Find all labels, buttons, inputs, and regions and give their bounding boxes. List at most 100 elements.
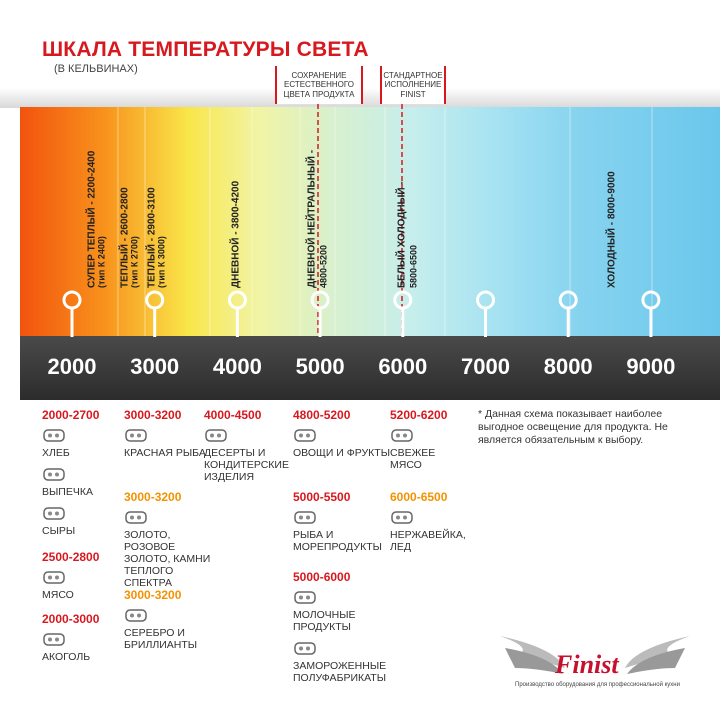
marker-line-text: ИСПОЛНЕНИЕ [384, 80, 442, 90]
product-item: СВЕЖЕЕ МЯСО [390, 426, 470, 471]
product-label: МЯСО [42, 589, 74, 601]
band-label: (тип К 2700) [129, 236, 139, 288]
product-label: ОВОЩИ И ФРУКТЫ [293, 447, 391, 459]
range-heading: 4800-5200 [293, 408, 351, 422]
band-label: 5800-6500 [408, 245, 418, 288]
product-label: ЗАМОРОЖЕННЫЕ ПОЛУФАБРИКАТЫ [293, 660, 387, 684]
icon [294, 511, 316, 524]
band-label: (тип К 3000) [156, 236, 166, 288]
spectrum [20, 107, 720, 337]
marker-box: СТАНДАРТНОЕ ИСПОЛНЕНИЕ FINIST [380, 66, 446, 104]
product-label: ДЕСЕРТЫ И КОНДИТЕРСКИЕ ИЗДЕЛИЯ [204, 447, 289, 483]
scale-ring [310, 290, 330, 310]
band-label: ХОЛОДНЫЙ - 8000-9000 [605, 171, 618, 288]
scale-label: 8000 [544, 354, 593, 379]
band-label: ТЕПЛЫЙ - 2900-3100 [145, 187, 158, 288]
icon [43, 429, 65, 442]
band-dividers [117, 107, 653, 337]
icon [391, 511, 413, 524]
scale-label: 2000 [48, 354, 97, 379]
product-group: 5000-5500 РЫБА И МОРЕПРОДУКТЫ [293, 490, 393, 559]
product-group: 4800-5200 ОВОЩИ И ФРУКТЫ [293, 408, 393, 465]
scale-ring [558, 290, 578, 310]
product-group: 3000-3200 СЕРЕБРО И БРИЛЛИАНТЫ [124, 588, 224, 657]
title: ШКАЛА ТЕМПЕРАТУРЫ СВЕТА [42, 38, 369, 61]
product-group: 2000-3000 АКОГОЛЬ [42, 612, 122, 669]
icon [43, 571, 65, 584]
icon [294, 591, 316, 604]
range-heading: 6000-6500 [390, 490, 448, 504]
scale-bar [20, 336, 720, 400]
scale-label: 5000 [296, 354, 345, 379]
product-label: СЫРЫ [42, 525, 76, 537]
product-group: 2500-2800 МЯСО [42, 550, 122, 607]
scale-label: 9000 [626, 354, 675, 379]
icon [125, 609, 147, 622]
product-group: 5200-6200 СВЕЖЕЕ МЯСО [390, 408, 470, 477]
product-group: 4000-4500 ДЕСЕРТЫ И КОНДИТЕРСКИЕ ИЗДЕЛИЯ [204, 408, 289, 489]
icon [43, 507, 65, 520]
product-label: АКОГОЛЬ [42, 651, 91, 663]
range-heading: 2000-2700 [42, 408, 100, 422]
marker-line-text: СТАНДАРТНОЕ [383, 70, 443, 80]
product-item: МОЛОЧНЫЕ ПРОДУКТЫ [293, 588, 393, 633]
scale-ring [145, 290, 165, 310]
scale-ring [641, 290, 661, 310]
icon [125, 511, 147, 524]
range-heading: 3000-3200 [124, 490, 182, 504]
band-label: 4800-5200 [318, 245, 328, 288]
product-group: 3000-3200 КРАСНАЯ РЫБА [124, 408, 224, 465]
product-label: КРАСНАЯ РЫБА [124, 447, 206, 459]
scale-label: 4000 [213, 354, 262, 379]
marker-line-text: СОХРАНЕНИЕ [291, 70, 347, 80]
product-item: АКОГОЛЬ [42, 630, 122, 663]
marker-line-text: ЕСТЕСТВЕННОГО [283, 80, 355, 90]
logo-wings [500, 636, 690, 674]
product-item: СЕРЕБРО И БРИЛЛИАНТЫ [124, 606, 224, 651]
scale-ring [62, 290, 82, 310]
icon [43, 468, 65, 481]
icon [294, 429, 316, 442]
product-label: СЕРЕБРО И БРИЛЛИАНТЫ [124, 627, 198, 651]
range-heading: 2000-3000 [42, 612, 100, 626]
product-label: ХЛЕБ [42, 447, 70, 459]
marker-box: СОХРАНЕНИЕ ЕСТЕСТВЕННОГО ЦВЕТА ПРОДУКТА [275, 66, 363, 104]
subtitle: (В КЕЛЬВИНАХ) [54, 63, 138, 75]
icon [43, 633, 65, 646]
range-heading: 5000-5500 [293, 490, 351, 504]
icon [125, 429, 147, 442]
product-item: НЕРЖАВЕЙКА, ЛЕД [390, 508, 470, 553]
scale-label: 3000 [130, 354, 179, 379]
band-label: ДНЕВНОЙ - 3800-4200 [229, 180, 242, 288]
marker-line-text: ЦВЕТА ПРОДУКТА [283, 89, 355, 99]
product-item: МЯСО [42, 568, 122, 601]
product-item: КРАСНАЯ РЫБА [124, 426, 224, 459]
scale-ring [476, 290, 495, 310]
product-item: ВЫПЕЧКА [42, 465, 122, 498]
band-label: (тип К 2400) [96, 236, 106, 288]
product-group: 6000-6500 НЕРЖАВЕЙКА, ЛЕД [390, 490, 470, 559]
product-label: СВЕЖЕЕ МЯСО [390, 447, 436, 471]
product-label: ВЫПЕЧКА [42, 486, 93, 498]
marker-line-text: FINIST [400, 89, 426, 99]
product-item: РЫБА И МОРЕПРОДУКТЫ [293, 508, 393, 553]
product-group: 3000-3200 ЗОЛОТО, РОЗОВОЕ ЗОЛОТО, КАМНИ Т… [124, 490, 224, 595]
range-heading: 2500-2800 [42, 550, 100, 564]
logo-tagline: Производство оборудования для профессион… [515, 682, 680, 688]
scale-label: 7000 [461, 354, 510, 379]
band-label: СУПЕР ТЕПЛЫЙ - 2200-2400 [85, 150, 98, 288]
note: * Данная схема показывает наиболее выгод… [478, 408, 668, 446]
product-label: НЕРЖАВЕЙКА, ЛЕД [390, 529, 466, 553]
band-label: ДНЕВНОЙ НЕЙТРАЛЬНЫЙ - [305, 150, 318, 288]
product-item: ЗАМОРОЖЕННЫЕ ПОЛУФАБРИКАТЫ [293, 639, 393, 684]
icon [391, 429, 413, 442]
product-item: ХЛЕБ [42, 426, 122, 459]
band-label: БЕЛЫЙ ХОЛОДНЫЙ - [395, 181, 408, 288]
icon [205, 429, 227, 442]
product-item: ДЕСЕРТЫ И КОНДИТЕРСКИЕ ИЗДЕЛИЯ [204, 426, 289, 483]
range-heading: 5200-6200 [390, 408, 448, 422]
range-heading: 3000-3200 [124, 408, 182, 422]
range-heading: 3000-3200 [124, 588, 182, 602]
product-item: ОВОЩИ И ФРУКТЫ [293, 426, 393, 459]
